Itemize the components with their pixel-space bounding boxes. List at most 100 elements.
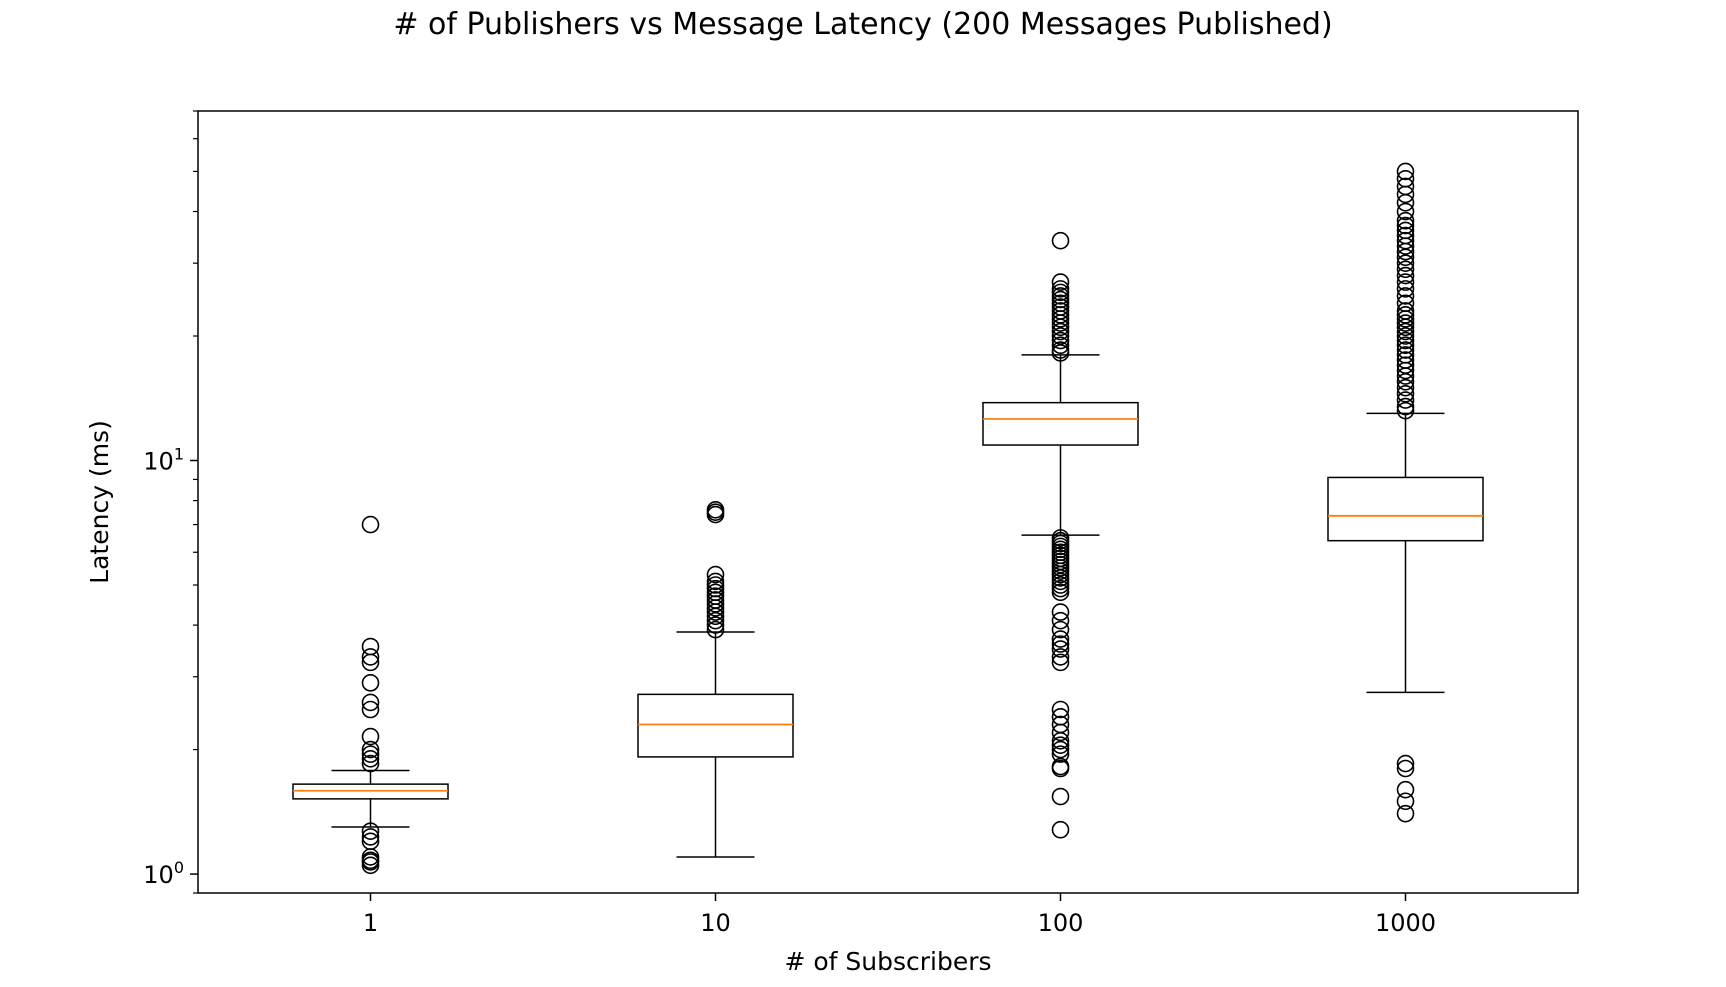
outlier-point [706, 583, 725, 602]
outlier-point [1051, 630, 1070, 648]
outlier-point [1396, 287, 1415, 305]
outlier-point [1051, 635, 1070, 653]
outlier-point [1396, 384, 1415, 403]
outlier-point [1051, 231, 1070, 250]
outlier-point [361, 693, 380, 712]
outlier-point [1396, 759, 1415, 778]
outlier-point [1396, 266, 1415, 285]
outlier-point [1396, 397, 1415, 416]
outlier-point [361, 674, 380, 692]
outlier-point [1396, 226, 1415, 245]
x-tick-label: 100 [1038, 909, 1084, 937]
axes-frame [197, 110, 1579, 894]
outlier-point [1051, 280, 1070, 298]
outlier-point [1396, 314, 1415, 332]
x-axis-label: # of Subscribers [784, 947, 991, 976]
outlier-point [1396, 169, 1415, 188]
outlier-point [1396, 378, 1415, 397]
outlier-point [1051, 603, 1070, 621]
outlier-point [1051, 653, 1070, 672]
iqr-box [982, 401, 1139, 446]
outlier-point [1396, 346, 1415, 364]
outlier-point [706, 565, 725, 584]
y-tick-label: 100 [143, 858, 184, 889]
box-group-1000 [1327, 162, 1484, 823]
outlier-point [1051, 331, 1070, 350]
outlier-point [706, 500, 725, 519]
outlier-point [1051, 648, 1070, 666]
x-tick-label: 1000 [1375, 909, 1436, 937]
outlier-point [1396, 306, 1415, 324]
y-axis-label: Latency (ms) [85, 420, 114, 584]
outlier-point [1396, 341, 1415, 359]
outlier-point [706, 620, 725, 639]
outlier-point [1051, 745, 1070, 763]
outlier-point [361, 700, 380, 719]
outlier-point [361, 740, 380, 759]
outlier-point [1051, 302, 1070, 320]
outlier-point [1051, 757, 1070, 776]
outlier-point [1396, 356, 1415, 375]
outlier-point [1051, 736, 1070, 754]
outlier-point [706, 591, 725, 609]
outlier-point [361, 745, 380, 763]
outlier-point [1051, 327, 1070, 345]
outlier-point [1396, 336, 1415, 355]
iqr-box [1327, 476, 1484, 542]
outlier-point [1396, 327, 1415, 345]
outlier-point [706, 616, 725, 634]
outlier-point [1396, 351, 1415, 369]
outlier-point [1396, 260, 1415, 279]
y-tick-label: 101 [143, 445, 184, 476]
outlier-point [706, 587, 725, 605]
outlier-point [361, 648, 380, 666]
outlier-point [1051, 620, 1070, 639]
outlier-point [1396, 804, 1415, 823]
box-group-10 [637, 500, 794, 858]
outlier-point [1396, 177, 1415, 196]
outlier-point [361, 749, 380, 768]
outlier-point [361, 832, 380, 851]
outlier-point [1051, 583, 1070, 602]
outlier-point [361, 828, 380, 846]
outlier-point [361, 754, 380, 773]
outlier-point [1396, 211, 1415, 230]
outlier-point [1396, 294, 1415, 313]
outlier-point [1051, 273, 1070, 291]
plot-area [292, 162, 1484, 875]
outlier-point [1051, 611, 1070, 630]
outlier-point [1396, 273, 1415, 291]
outlier-point [1396, 780, 1415, 799]
outlier-point [1396, 302, 1415, 320]
box-group-100 [982, 231, 1139, 839]
iqr-box [637, 693, 794, 758]
outlier-point [361, 637, 380, 656]
outlier-point [1051, 298, 1070, 316]
outlier-point [1051, 820, 1070, 839]
outlier-point [1051, 715, 1070, 734]
outlier-point [1396, 202, 1415, 221]
x-tick-label: 1 [363, 909, 378, 937]
outlier-point [1396, 254, 1415, 272]
outlier-point [1051, 787, 1070, 806]
outlier-point [706, 572, 725, 591]
outlier-point [1396, 792, 1415, 811]
outlier-point [1396, 391, 1415, 409]
outlier-point [1396, 754, 1415, 773]
outlier-point [1396, 231, 1415, 250]
outlier-point [1396, 162, 1415, 181]
outlier-point [361, 515, 380, 534]
outlier-point [1396, 216, 1415, 235]
outlier-point [1051, 341, 1070, 359]
outlier-point [1396, 331, 1415, 350]
outlier-point [1051, 336, 1070, 355]
outlier-point [1396, 280, 1415, 298]
chart-title: # of Publishers vs Message Latency (200 … [393, 7, 1332, 42]
outlier-point [1051, 700, 1070, 719]
outlier-point [1051, 708, 1070, 726]
outlier-point [1051, 640, 1070, 658]
outlier-point [1051, 294, 1070, 313]
x-tick-label: 10 [700, 909, 731, 937]
